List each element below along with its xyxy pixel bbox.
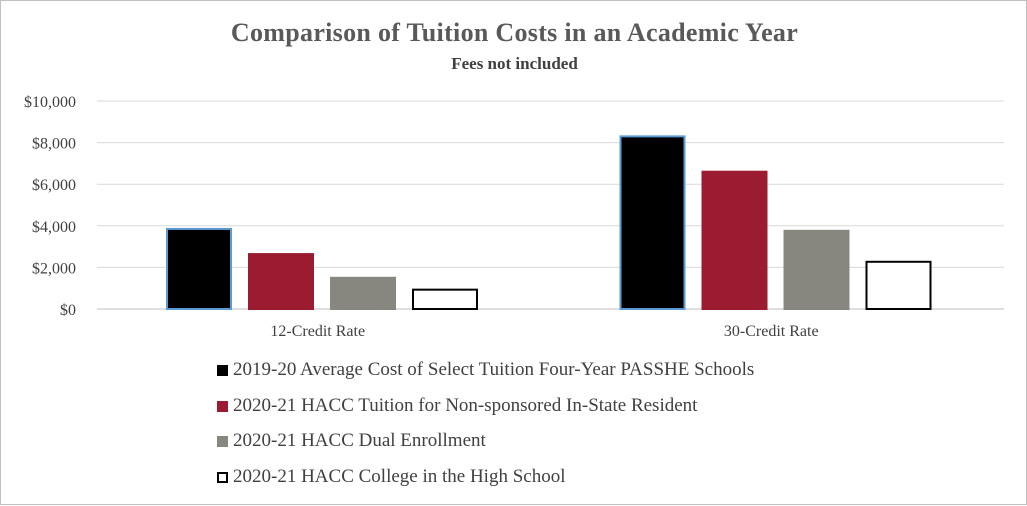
bar — [412, 288, 478, 311]
bar — [865, 260, 932, 310]
legend-swatch — [217, 471, 228, 483]
legend-swatch — [217, 400, 228, 412]
legend-label: 2020-21 HACC College in the High School — [233, 465, 566, 487]
y-tick-label: $6,000 — [32, 177, 76, 194]
chart-subtitle: Fees not included — [451, 54, 578, 73]
bar — [248, 253, 314, 310]
x-tick-label: 30-Credit Rate — [724, 323, 819, 340]
y-tick-label: $2,000 — [32, 260, 76, 277]
legend-swatch — [217, 436, 228, 447]
y-tick-label: $10,000 — [24, 94, 76, 111]
legend-label: 2019-20 Average Cost of Select Tuition F… — [233, 359, 755, 380]
bar — [619, 135, 686, 310]
bar — [166, 227, 232, 310]
bar — [783, 229, 850, 311]
legend-swatch — [217, 365, 228, 376]
chart-title: Comparison of Tuition Costs in an Academ… — [230, 18, 799, 47]
legend-label: 2020-21 HACC Tuition for Non-sponsored I… — [233, 394, 698, 416]
legend-label: 2020-21 HACC Dual Enrollment — [233, 430, 486, 451]
y-tick-label: $8,000 — [32, 136, 76, 153]
y-tick-label: $0 — [60, 302, 76, 319]
y-tick-label: $4,000 — [32, 219, 76, 236]
bar — [701, 170, 768, 310]
x-tick-label: 12-Credit Rate — [270, 323, 365, 340]
bar — [330, 276, 396, 310]
